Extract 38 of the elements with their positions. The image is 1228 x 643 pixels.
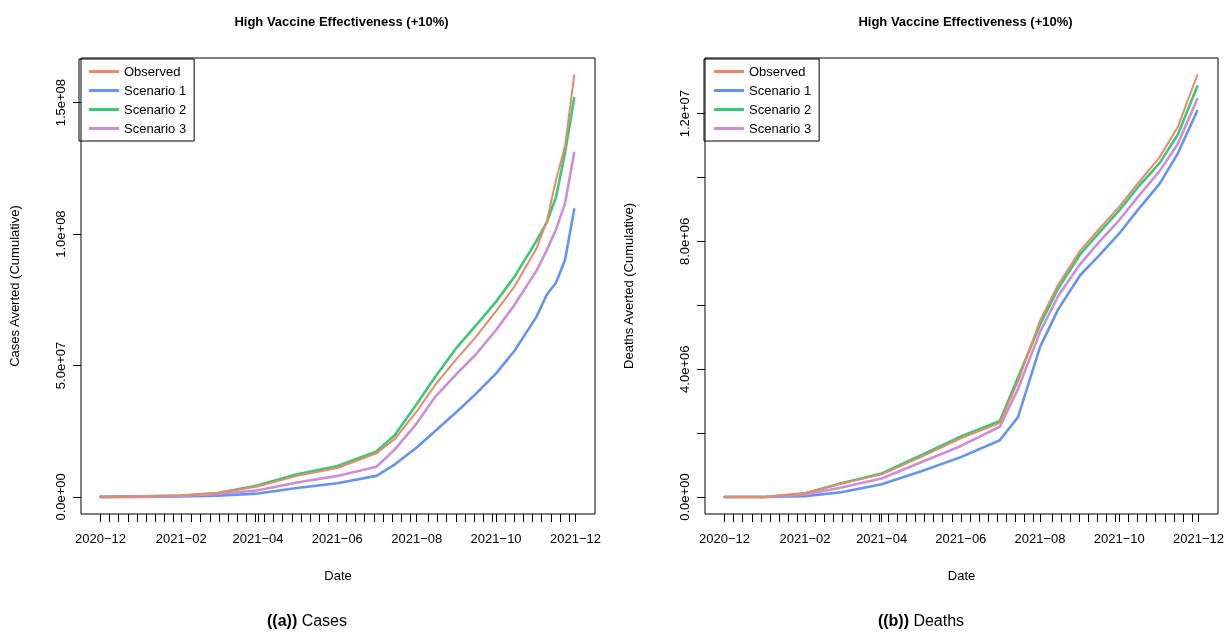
y-tick-label: 0.0e+00 — [53, 473, 68, 521]
text: ((a)) Cases — [267, 611, 347, 629]
x-tick-label: 2021−08 — [391, 531, 443, 546]
y-tick-label: 8.0e+06 — [677, 217, 692, 266]
y-tick-label: 1.0e+08 — [53, 210, 68, 258]
legend-label: Scenario 1 — [749, 83, 812, 98]
legend-label: Observed — [749, 64, 806, 79]
x-axis-title: Date — [324, 568, 352, 583]
legend-label: Scenario 3 — [749, 121, 812, 136]
y-tick-label: 0.0e+00 — [677, 473, 692, 521]
x-tick-label: 2021−02 — [155, 531, 207, 546]
x-tick-label: 2021−06 — [935, 531, 987, 546]
y-axis-title: Cases Averted (Cumulative) — [7, 205, 22, 367]
x-tick-label: 2021−08 — [1014, 531, 1066, 546]
legend-label: Observed — [124, 64, 181, 79]
y-tick-label: 1.5e+08 — [53, 79, 68, 127]
x-tick-label: 2021−12 — [549, 531, 601, 546]
x-tick-label: 2021−02 — [779, 531, 831, 546]
legend-label: Scenario 1 — [124, 83, 187, 98]
y-axis-title: Deaths Averted (Cumulative) — [621, 203, 636, 369]
y-tick-label: 4.0e+06 — [677, 345, 692, 393]
x-tick-label: 2020−12 — [698, 531, 750, 546]
chart-title: High Vaccine Effectiveness (+10%) — [234, 14, 449, 29]
y-tick-label: 1.2e+07 — [677, 89, 692, 138]
x-tick-label: 2021−10 — [1093, 531, 1145, 546]
x-tick-label: 2021−04 — [232, 531, 284, 546]
y-tick-label: 5.0e+07 — [53, 341, 68, 390]
chart-title: High Vaccine Effectiveness (+10%) — [858, 14, 1073, 29]
legend-label: Scenario 2 — [749, 102, 812, 117]
x-tick-label: 2020−12 — [75, 531, 127, 546]
text: ((b)) Deaths — [877, 611, 965, 629]
x-axis-title: Date — [947, 568, 976, 583]
x-tick-label: 2021−10 — [470, 531, 522, 546]
x-tick-label: 2021−12 — [1173, 531, 1225, 546]
x-tick-label: 2021−06 — [311, 531, 363, 546]
legend-label: Scenario 2 — [124, 102, 187, 117]
x-tick-label: 2021−04 — [856, 531, 908, 546]
legend-label: Scenario 3 — [124, 121, 187, 136]
